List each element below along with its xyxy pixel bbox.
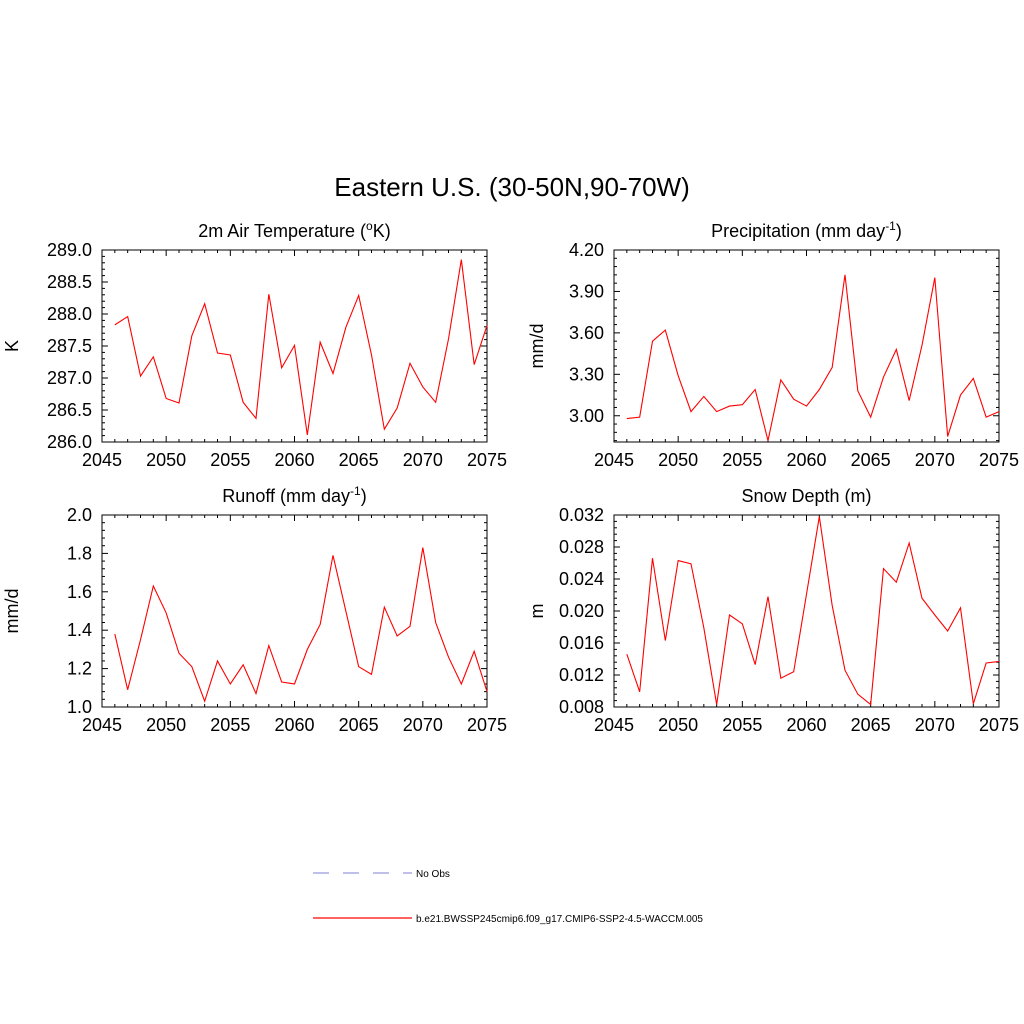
x-tick-label: 2065 xyxy=(851,715,891,735)
y-tick-label: 0.008 xyxy=(559,697,604,717)
y-tick-label: 287.5 xyxy=(47,336,92,356)
y-tick-label: 3.60 xyxy=(569,323,604,343)
x-tick-label: 2045 xyxy=(594,715,634,735)
x-tick-label: 2070 xyxy=(915,450,955,470)
panel-title: Runoff (mm day-1) xyxy=(222,484,366,506)
legend-label: b.e21.BWSSP245cmip6.f09_g17.CMIP6-SSP2-4… xyxy=(416,914,703,925)
y-tick-label: 287.0 xyxy=(47,368,92,388)
y-tick-label: 0.020 xyxy=(559,601,604,621)
y-tick-label: 288.5 xyxy=(47,272,92,292)
y-tick-label: 3.30 xyxy=(569,364,604,384)
y-tick-label: 0.028 xyxy=(559,537,604,557)
x-tick-label: 2070 xyxy=(403,450,443,470)
y-tick-label: 2.0 xyxy=(67,505,92,525)
y-tick-label: 0.032 xyxy=(559,505,604,525)
panel-title: Snow Depth (m) xyxy=(741,486,871,506)
series-line xyxy=(626,274,1000,441)
chart-panel-1: 2045 2050 2055 2060 2065 2070 2075 286.0 286.5 28… xyxy=(2,219,507,470)
y-tick-label: 286.5 xyxy=(47,400,92,420)
x-tick-label: 2045 xyxy=(82,715,122,735)
x-tick-label: 2045 xyxy=(82,450,122,470)
x-tick-label: 2055 xyxy=(210,450,250,470)
x-tick-label: 2060 xyxy=(274,450,314,470)
y-tick-label: 0.012 xyxy=(559,665,604,685)
x-tick-label: 2055 xyxy=(210,715,250,735)
x-tick-label: 2070 xyxy=(403,715,443,735)
x-tick-label: 2055 xyxy=(722,715,762,735)
plot-frame xyxy=(613,514,1000,708)
y-axis-label: mm/d xyxy=(2,589,22,634)
x-tick-label: 2065 xyxy=(851,450,891,470)
legend: No Obs b.e21.BWSSP245cmip6.f09_g17.CMIP6-… xyxy=(313,869,703,925)
plot-frame xyxy=(613,249,1000,443)
x-tick-label: 2070 xyxy=(915,715,955,735)
x-tick-label: 2065 xyxy=(339,715,379,735)
plot-frame xyxy=(101,514,488,708)
x-tick-label: 2060 xyxy=(274,715,314,735)
y-tick-label: 289.0 xyxy=(47,240,92,260)
y-tick-label: 1.0 xyxy=(67,697,92,717)
y-axis-label: m xyxy=(527,604,547,619)
legend-label: No Obs xyxy=(416,869,450,880)
x-tick-label: 2050 xyxy=(146,450,186,470)
y-tick-label: 1.2 xyxy=(67,659,92,679)
x-tick-label: 2065 xyxy=(339,450,379,470)
chart-panel-2: 2045 2050 2055 2060 2065 2070 2075 3.00 3.30 3.60… xyxy=(527,219,1019,470)
main-title: Eastern U.S. (30-50N,90-70W) xyxy=(334,172,689,202)
x-tick-label: 2050 xyxy=(146,715,186,735)
chart-panel-3: 2045 2050 2055 2060 2065 2070 2075 1.0 1.2 1.4 1.6… xyxy=(2,484,507,735)
y-tick-label: 1.6 xyxy=(67,582,92,602)
chart-panel-4: 2045 2050 2055 2060 2065 2070 2075 0.008 0.012 0.… xyxy=(527,486,1019,735)
y-tick-label: 288.0 xyxy=(47,304,92,324)
y-tick-label: 286.0 xyxy=(47,432,92,452)
x-tick-label: 2060 xyxy=(786,715,826,735)
x-tick-label: 2050 xyxy=(658,715,698,735)
series-line xyxy=(114,547,488,703)
x-tick-label: 2055 xyxy=(722,450,762,470)
x-tick-label: 2075 xyxy=(979,450,1019,470)
x-tick-label: 2060 xyxy=(786,450,826,470)
panel-title: Precipitation (mm day-1) xyxy=(711,219,902,241)
y-tick-label: 0.016 xyxy=(559,633,604,653)
panel-title: 2m Air Temperature (oK) xyxy=(198,219,390,241)
y-tick-label: 4.20 xyxy=(569,240,604,260)
y-tick-label: 1.4 xyxy=(67,620,92,640)
y-axis-label: K xyxy=(2,340,22,352)
x-tick-label: 2075 xyxy=(979,715,1019,735)
y-tick-label: 3.90 xyxy=(569,281,604,301)
series-line xyxy=(626,516,1000,706)
y-tick-label: 3.00 xyxy=(569,406,604,426)
series-line xyxy=(114,259,488,436)
x-tick-label: 2050 xyxy=(658,450,698,470)
x-tick-label: 2075 xyxy=(467,715,507,735)
y-tick-label: 0.024 xyxy=(559,569,604,589)
x-tick-label: 2045 xyxy=(594,450,634,470)
y-tick-label: 1.8 xyxy=(67,543,92,563)
y-axis-label: mm/d xyxy=(527,324,547,369)
x-tick-label: 2075 xyxy=(467,450,507,470)
